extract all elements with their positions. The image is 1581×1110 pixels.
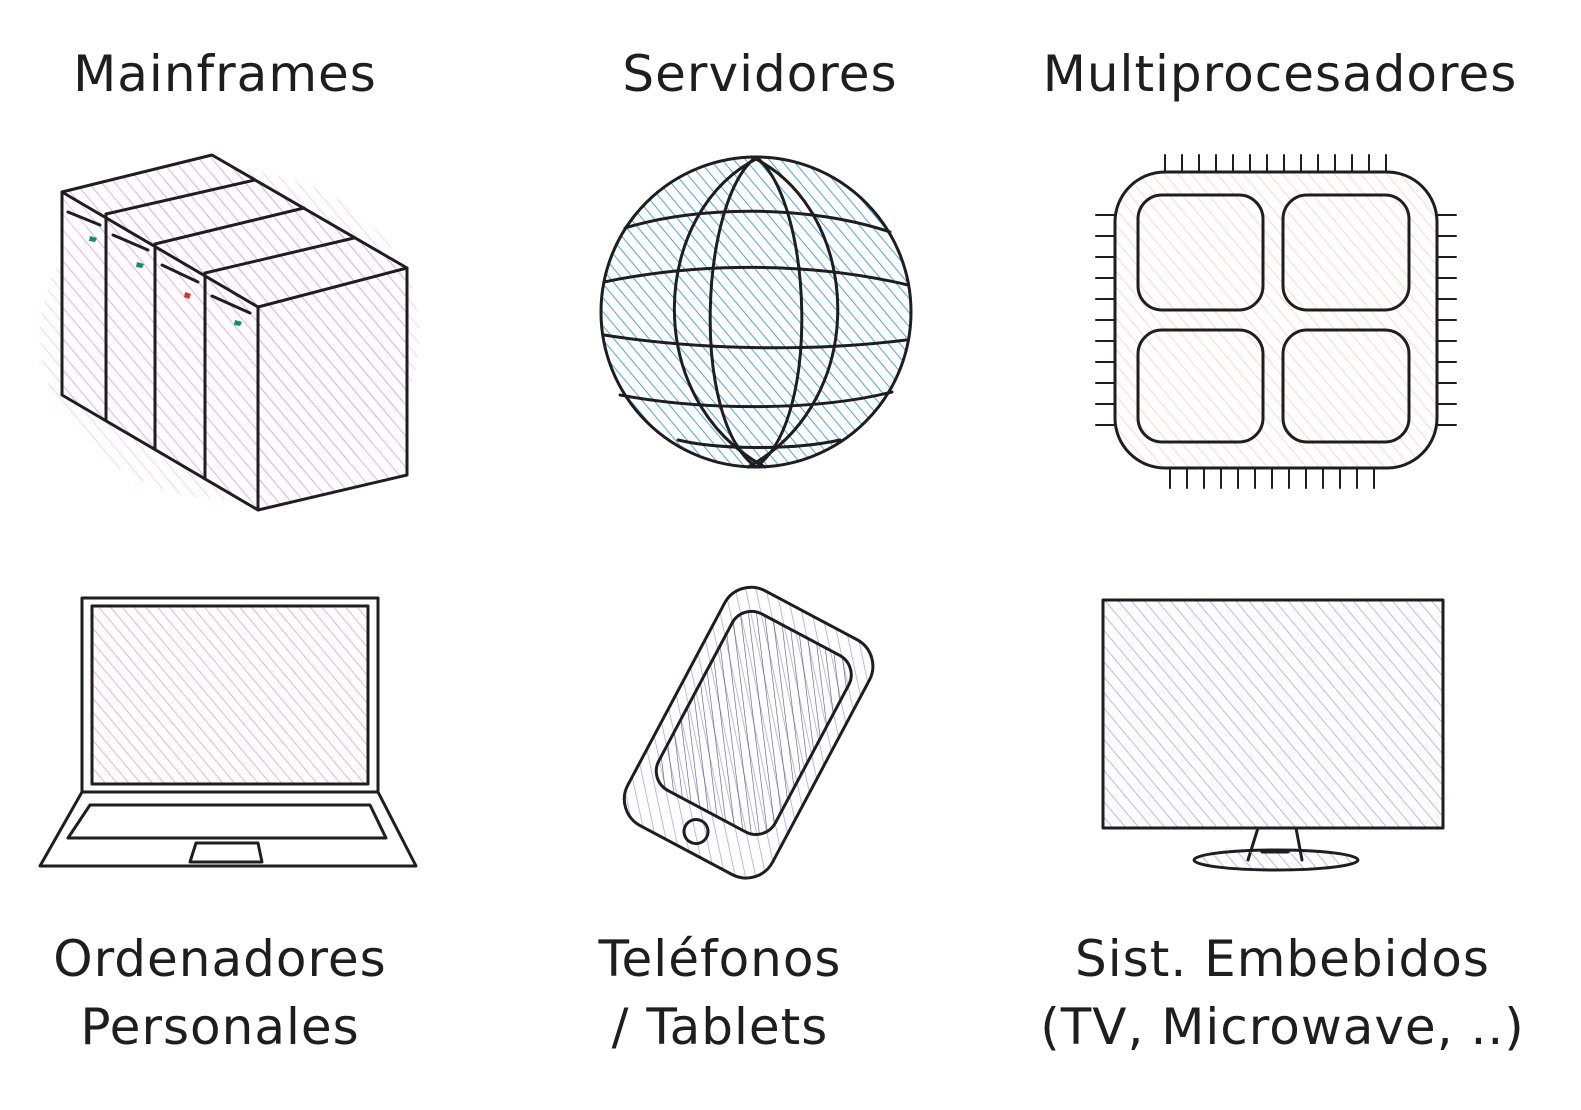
cpu-chip-icon xyxy=(1095,154,1457,489)
laptop-icon xyxy=(38,596,418,868)
label-telefonos-tablets: Teléfonos / Tablets xyxy=(598,930,842,1056)
label-sistemas-embebidos: Sist. Embebidos (TV, Microwave, ..) xyxy=(1040,930,1525,1056)
globe-icon xyxy=(599,155,913,469)
label-mainframes: Mainframes xyxy=(73,45,377,103)
label-multiprocesadores: Multiprocesadores xyxy=(1042,45,1518,103)
server-rack-icon xyxy=(40,153,420,512)
tablet-phone-icon xyxy=(622,585,875,880)
label-ordenadores-personales: Ordenadores Personales xyxy=(53,930,387,1056)
label-servidores: Servidores xyxy=(622,45,898,103)
monitor-icon xyxy=(1101,598,1445,872)
